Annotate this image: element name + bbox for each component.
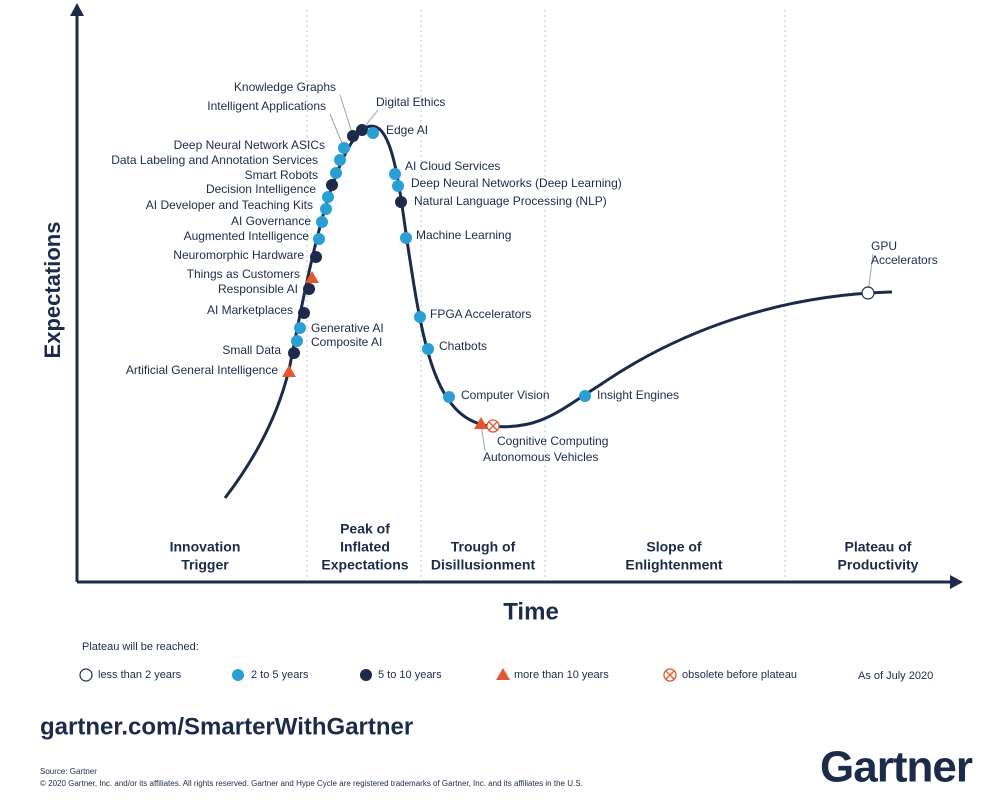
- tech-label: Generative AI: [311, 321, 384, 335]
- tech-label: Edge AI: [386, 123, 428, 137]
- separators: [306, 10, 786, 580]
- marker-2-5: [232, 669, 244, 681]
- phase-label: Trigger: [181, 557, 229, 573]
- phase-label: Plateau of: [845, 539, 912, 555]
- tech-label: Chatbots: [439, 339, 487, 353]
- marker-2-5: [294, 322, 306, 334]
- marker-5-10: [288, 347, 300, 359]
- as-of: As of July 2020: [858, 670, 933, 682]
- tech-label: Composite AI: [311, 335, 382, 349]
- tech-label: Decision Intelligence: [206, 182, 316, 196]
- marker-2-5: [291, 335, 303, 347]
- marker-2-5: [334, 154, 346, 166]
- legend-title: Plateau will be reached:: [82, 641, 199, 653]
- tech-label: Augmented Intelligence: [184, 229, 310, 243]
- marker-plateau-lt2: [861, 286, 875, 300]
- leader-line: [329, 113, 345, 149]
- tech-label: Accelerators: [871, 253, 938, 267]
- tech-label: FPGA Accelerators: [430, 307, 531, 321]
- marker-2-5: [579, 390, 591, 402]
- phase-label: Slope of: [646, 539, 702, 555]
- marker-obsolete-cross: [665, 670, 675, 680]
- marker-2-5: [414, 311, 426, 323]
- marker-2-5: [330, 167, 342, 179]
- tech-label: Insight Engines: [597, 388, 679, 402]
- tech-label: AI Developer and Teaching Kits: [146, 198, 313, 212]
- tech-label: Deep Neural Network ASICs: [174, 138, 325, 152]
- tech-label: AI Cloud Services: [405, 159, 500, 173]
- phase-label: Productivity: [838, 557, 919, 573]
- tech-label: Smart Robots: [245, 168, 318, 182]
- tech-label: AI Marketplaces: [207, 303, 293, 317]
- marker-2-5: [320, 203, 332, 215]
- marker-plateau-lt2: [79, 668, 93, 682]
- marker-5-10: [360, 669, 372, 681]
- tech-label: Knowledge Graphs: [234, 80, 336, 94]
- tech-label: AI Governance: [231, 214, 311, 228]
- marker-gt10: [474, 417, 488, 429]
- phase-label: Disillusionment: [431, 557, 536, 573]
- marker-5-10: [395, 196, 407, 208]
- phase-label: Enlightenment: [625, 557, 723, 573]
- x-arrow: [950, 575, 963, 589]
- tech-label: Cognitive Computing: [497, 434, 608, 448]
- y-axis-label: Expectations: [40, 222, 65, 359]
- tech-label: Small Data: [222, 343, 281, 357]
- tech-label: Digital Ethics: [376, 95, 445, 109]
- phase-label: Expectations: [321, 557, 408, 573]
- tech-label: Machine Learning: [416, 228, 511, 242]
- marker-2-5: [313, 233, 325, 245]
- tech-label: Deep Neural Networks (Deep Learning): [411, 176, 622, 190]
- tech-label: Autonomous Vehicles: [483, 450, 598, 464]
- url: gartner.com/SmarterWithGartner: [40, 713, 413, 740]
- y-arrow: [70, 3, 84, 16]
- legend-item: obsolete before plateau: [682, 669, 797, 681]
- tech-label: Artificial General Intelligence: [126, 363, 278, 377]
- marker-5-10: [356, 124, 368, 136]
- tech-label: Natural Language Processing (NLP): [414, 194, 607, 208]
- marker-2-5: [367, 127, 379, 139]
- marker-5-10: [298, 307, 310, 319]
- marker-2-5: [338, 142, 350, 154]
- source: Source: Gartner: [40, 767, 97, 776]
- legend-item: more than 10 years: [514, 669, 609, 681]
- copyright: © 2020 Gartner, Inc. and/or its affiliat…: [40, 779, 583, 788]
- phase-label: Peak of: [340, 521, 390, 537]
- marker-5-10: [326, 179, 338, 191]
- x-axis-label: Time: [503, 598, 559, 625]
- tech-label: GPU: [871, 239, 897, 253]
- marker-2-5: [422, 343, 434, 355]
- legend-item: less than 2 years: [98, 669, 182, 681]
- marker-5-10: [347, 130, 359, 142]
- marker-5-10: [310, 251, 322, 263]
- tech-label: Things as Customers: [187, 267, 300, 281]
- marker-2-5: [389, 168, 401, 180]
- marker-2-5: [400, 232, 412, 244]
- phase-label: Inflated: [340, 539, 390, 555]
- tech-label: Neuromorphic Hardware: [173, 248, 304, 262]
- tech-label: Data Labeling and Annotation Services: [111, 153, 318, 167]
- marker-2-5: [316, 216, 328, 228]
- phase-label: Innovation: [170, 539, 241, 555]
- tech-label: Computer Vision: [461, 388, 550, 402]
- marker-5-10: [303, 283, 315, 295]
- tech-label: Intelligent Applications: [207, 99, 326, 113]
- marker-2-5: [392, 180, 404, 192]
- marker-gt10: [496, 668, 510, 680]
- legend-item: 5 to 10 years: [378, 669, 442, 681]
- leader-line: [339, 94, 354, 137]
- marker-2-5: [322, 191, 334, 203]
- marker-obsolete-cross: [488, 421, 498, 431]
- tech-label: Responsible AI: [218, 282, 298, 296]
- marker-2-5: [443, 391, 455, 403]
- marker-gt10: [282, 365, 296, 377]
- phase-label: Trough of: [451, 539, 516, 555]
- marker-gt10: [305, 271, 319, 283]
- legend-item: 2 to 5 years: [251, 669, 309, 681]
- logo: Gartner: [820, 743, 973, 792]
